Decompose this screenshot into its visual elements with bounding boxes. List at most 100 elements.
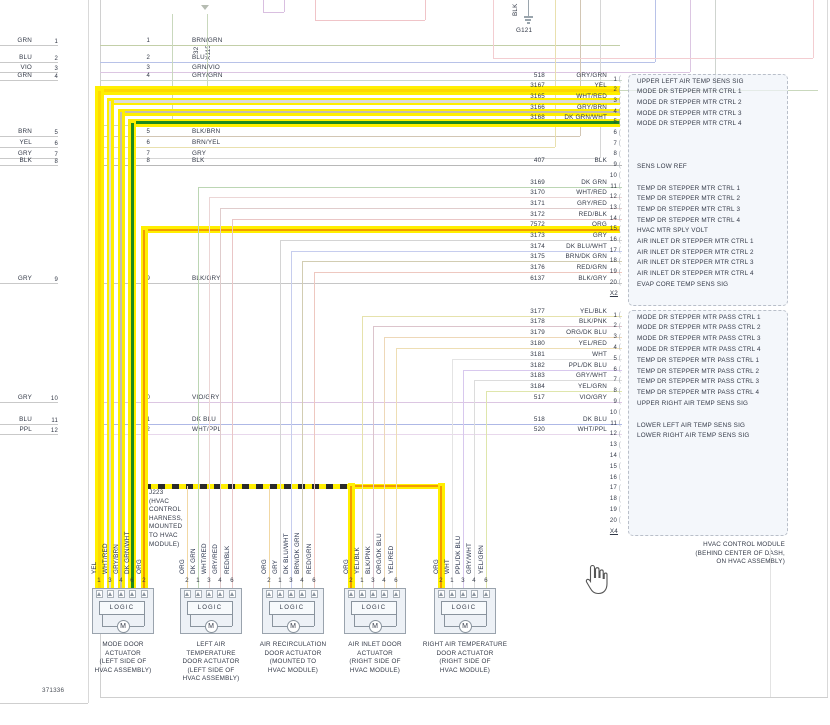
wire-BLK/PNK[interactable] bbox=[372, 326, 374, 588]
wire-PPL/DK BLU[interactable] bbox=[463, 369, 622, 371]
wire-YEL/GRN[interactable] bbox=[485, 391, 487, 588]
wire-PPL/DK BLU[interactable] bbox=[462, 370, 464, 588]
background-wire[interactable] bbox=[100, 44, 620, 46]
background-wire[interactable] bbox=[100, 135, 580, 137]
connector-pin-number: 20 bbox=[609, 279, 617, 286]
wire-DK BLU/WHT[interactable] bbox=[290, 251, 292, 588]
left-edge-wire-stub[interactable] bbox=[0, 61, 58, 63]
wire-core-ORG[interactable] bbox=[439, 486, 443, 588]
background-wire[interactable] bbox=[100, 157, 600, 159]
wire-core-DK GRN/WHT[interactable] bbox=[132, 121, 620, 125]
left-edge-wire-stub[interactable] bbox=[0, 146, 58, 148]
wire-WHT/PPL[interactable] bbox=[100, 434, 622, 436]
wire-WHT[interactable] bbox=[452, 358, 622, 360]
wire-GRY/GRN[interactable] bbox=[100, 79, 622, 81]
wire-core-GRY/BRN[interactable] bbox=[121, 110, 620, 114]
wire-WHT[interactable] bbox=[451, 359, 453, 588]
wire-YEL/RED[interactable] bbox=[395, 348, 397, 588]
wire-core-YEL[interactable] bbox=[97, 90, 101, 588]
left-edge-wire-stub[interactable] bbox=[0, 423, 58, 425]
wire-BLK[interactable] bbox=[100, 165, 622, 167]
wire-core-WHT/RED[interactable] bbox=[108, 101, 112, 588]
left-edge-wire-stub[interactable] bbox=[0, 157, 58, 159]
wire-YEL/BLK[interactable] bbox=[361, 316, 363, 588]
background-wire[interactable] bbox=[689, 0, 691, 72]
left-edge-wire-stub[interactable] bbox=[0, 79, 58, 81]
background-wire[interactable] bbox=[171, 14, 173, 125]
background-wire[interactable] bbox=[262, 0, 264, 12]
wire-YEL/GRN[interactable] bbox=[486, 391, 622, 393]
ground-wire[interactable] bbox=[527, 0, 529, 16]
connector-pin-number: 9 bbox=[613, 398, 617, 405]
background-wire[interactable] bbox=[206, 14, 208, 90]
wire-core-ORG[interactable] bbox=[142, 229, 146, 588]
motor-icon: M bbox=[116, 619, 130, 633]
wire-DK BLU/WHT[interactable] bbox=[291, 250, 622, 252]
wire-ORG[interactable] bbox=[268, 486, 270, 588]
background-wire[interactable] bbox=[315, 19, 425, 21]
wire-GRY/WHT[interactable] bbox=[474, 380, 622, 382]
wire-BLK/PNK[interactable] bbox=[373, 326, 622, 328]
wire-DK BLU[interactable] bbox=[100, 423, 622, 425]
page-break-line-outer bbox=[87, 0, 89, 703]
left-edge-wire-stub[interactable] bbox=[0, 401, 58, 403]
background-wire[interactable] bbox=[100, 61, 655, 63]
wire-color-label: DK GRN bbox=[581, 178, 607, 186]
wire-core-ORG[interactable] bbox=[144, 228, 620, 232]
wire-RED/BLK[interactable] bbox=[232, 218, 622, 220]
wire-GRY/RED[interactable] bbox=[220, 207, 622, 209]
background-wire[interactable] bbox=[579, 0, 581, 136]
wire-WHT/RED[interactable] bbox=[209, 197, 622, 199]
wire-core-ORG[interactable] bbox=[349, 486, 353, 588]
background-wire[interactable] bbox=[100, 146, 555, 148]
wire-WHT/RED[interactable] bbox=[208, 197, 210, 588]
background-wire[interactable] bbox=[283, 0, 285, 12]
wire-VIO/GRY[interactable] bbox=[100, 401, 622, 403]
wire-YEL/BLK[interactable] bbox=[362, 315, 622, 317]
wire-BRN/DK GRN[interactable] bbox=[302, 261, 622, 263]
background-wire[interactable] bbox=[493, 57, 813, 59]
wire-BLK/GRY[interactable] bbox=[100, 282, 622, 284]
wire-RED/BLK[interactable] bbox=[231, 219, 233, 588]
background-wire[interactable] bbox=[599, 0, 601, 158]
wire-ORG/DK BLU[interactable] bbox=[384, 337, 622, 339]
wire-DK GRN[interactable] bbox=[198, 186, 622, 188]
left-edge-wire-stub[interactable] bbox=[0, 135, 58, 137]
wire-GRY/RED[interactable] bbox=[219, 208, 221, 588]
circuit-number: 520 bbox=[533, 426, 545, 434]
background-wire[interactable] bbox=[263, 11, 284, 13]
left-edge-wire-stub[interactable] bbox=[0, 282, 58, 284]
pin-signal-description: LOWER RIGHT AIR TEMP SENS SIG bbox=[637, 432, 750, 440]
left-edge-wire-stub[interactable] bbox=[0, 71, 58, 73]
background-wire[interactable] bbox=[554, 0, 556, 147]
wire-ORG/DK BLU[interactable] bbox=[383, 337, 385, 588]
background-wire[interactable] bbox=[100, 71, 690, 73]
wire-DK GRN[interactable] bbox=[197, 187, 199, 588]
actuator-pin-number: 4 bbox=[300, 578, 304, 584]
ground-symbol-icon bbox=[525, 19, 531, 21]
actuator-wire-color-label: BRN/DK GRN bbox=[294, 532, 301, 574]
wire-BRN/DK GRN[interactable] bbox=[301, 261, 303, 588]
wire-core-DK GRN/WHT[interactable] bbox=[130, 122, 134, 588]
background-wire[interactable] bbox=[812, 0, 814, 58]
wire-core-YEL[interactable] bbox=[99, 89, 620, 93]
wire-YEL/RED[interactable] bbox=[396, 347, 622, 349]
wire-GRY[interactable] bbox=[280, 240, 622, 241]
left-edge-wire-stub[interactable] bbox=[0, 165, 58, 167]
wire-ORG[interactable] bbox=[186, 486, 188, 588]
inline-connector-j223-wire[interactable] bbox=[144, 483, 351, 489]
actuator-wire-color-label: ORG bbox=[136, 559, 143, 574]
wire-RED/GRN[interactable] bbox=[313, 272, 315, 588]
background-wire[interactable] bbox=[424, 0, 426, 20]
background-wire[interactable] bbox=[714, 0, 716, 90]
left-edge-wire-stub[interactable] bbox=[0, 434, 58, 436]
wire-GRY/WHT[interactable] bbox=[473, 380, 475, 588]
wire-core-GRY/BRN[interactable] bbox=[119, 112, 123, 588]
background-wire[interactable] bbox=[654, 0, 656, 62]
left-edge-wire-stub[interactable] bbox=[0, 44, 58, 46]
background-wire[interactable] bbox=[492, 0, 494, 58]
wire-GRY[interactable] bbox=[279, 240, 281, 588]
wire-RED/GRN[interactable] bbox=[314, 272, 622, 274]
wire-core-WHT/RED[interactable] bbox=[110, 100, 620, 103]
background-wire[interactable] bbox=[314, 0, 316, 20]
